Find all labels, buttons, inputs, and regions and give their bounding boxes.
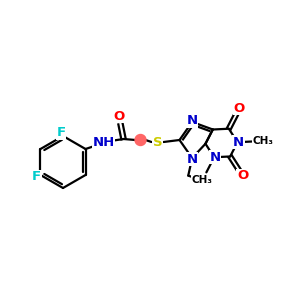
Text: F: F: [56, 127, 66, 140]
Circle shape: [135, 134, 146, 146]
Text: F: F: [56, 127, 66, 140]
Text: O: O: [234, 102, 245, 115]
Text: O: O: [113, 110, 124, 122]
Text: CH₃: CH₃: [192, 176, 213, 185]
Text: F: F: [32, 170, 41, 184]
Text: N: N: [187, 115, 198, 128]
Text: F: F: [32, 170, 41, 184]
Text: O: O: [113, 110, 124, 122]
Text: NH: NH: [92, 136, 115, 149]
Text: N: N: [233, 136, 244, 149]
Text: NH: NH: [92, 136, 115, 149]
Text: N: N: [210, 151, 221, 164]
Text: S: S: [153, 136, 162, 148]
Text: CH₃: CH₃: [253, 136, 274, 146]
Text: S: S: [153, 136, 162, 148]
Text: O: O: [237, 169, 248, 182]
Text: N: N: [187, 152, 198, 166]
